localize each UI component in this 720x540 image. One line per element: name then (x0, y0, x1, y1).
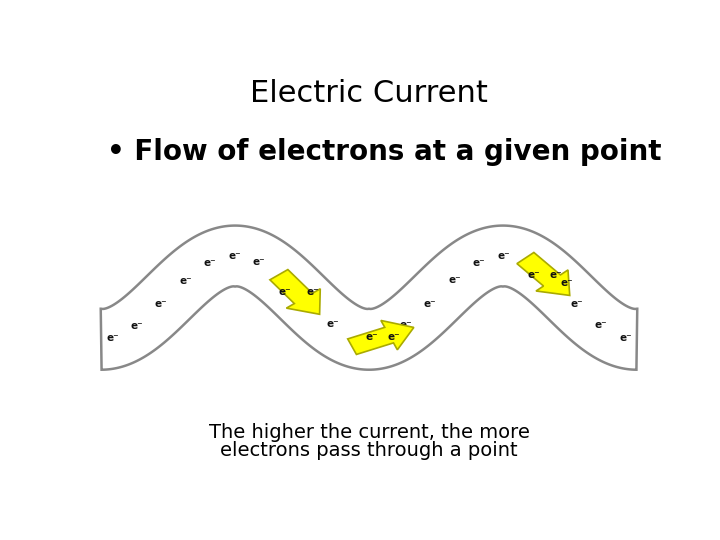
Text: e⁻: e⁻ (130, 321, 143, 331)
Text: e⁻: e⁻ (366, 332, 378, 342)
Text: • Flow of electrons at a given point: • Flow of electrons at a given point (107, 138, 661, 166)
Polygon shape (101, 226, 637, 370)
Polygon shape (270, 269, 320, 314)
Text: electrons pass through a point: electrons pass through a point (220, 441, 518, 460)
Text: e⁻: e⁻ (106, 333, 119, 343)
Text: e⁻: e⁻ (307, 287, 320, 298)
Text: e⁻: e⁻ (155, 300, 168, 309)
Text: e⁻: e⁻ (179, 276, 192, 286)
Text: e⁻: e⁻ (253, 257, 265, 267)
Text: e⁻: e⁻ (595, 320, 608, 330)
Text: Electric Current: Electric Current (250, 79, 488, 109)
Text: e⁻: e⁻ (424, 299, 436, 309)
Text: e⁻: e⁻ (228, 251, 241, 261)
Text: e⁻: e⁻ (619, 333, 632, 343)
Polygon shape (517, 253, 570, 295)
Text: e⁻: e⁻ (497, 251, 510, 261)
Text: e⁻: e⁻ (549, 269, 562, 280)
Text: e⁻: e⁻ (204, 259, 217, 268)
Text: e⁻: e⁻ (561, 278, 573, 288)
Text: The higher the current, the more: The higher the current, the more (209, 423, 529, 442)
Text: e⁻: e⁻ (570, 299, 583, 309)
Text: e⁻: e⁻ (473, 258, 485, 268)
Text: e⁻: e⁻ (388, 332, 400, 342)
Text: e⁻: e⁻ (326, 320, 338, 329)
Polygon shape (348, 320, 414, 354)
Text: e⁻: e⁻ (279, 287, 292, 298)
Text: e⁻: e⁻ (449, 275, 461, 285)
Text: e⁻: e⁻ (527, 269, 540, 280)
Text: e⁻: e⁻ (400, 320, 412, 330)
